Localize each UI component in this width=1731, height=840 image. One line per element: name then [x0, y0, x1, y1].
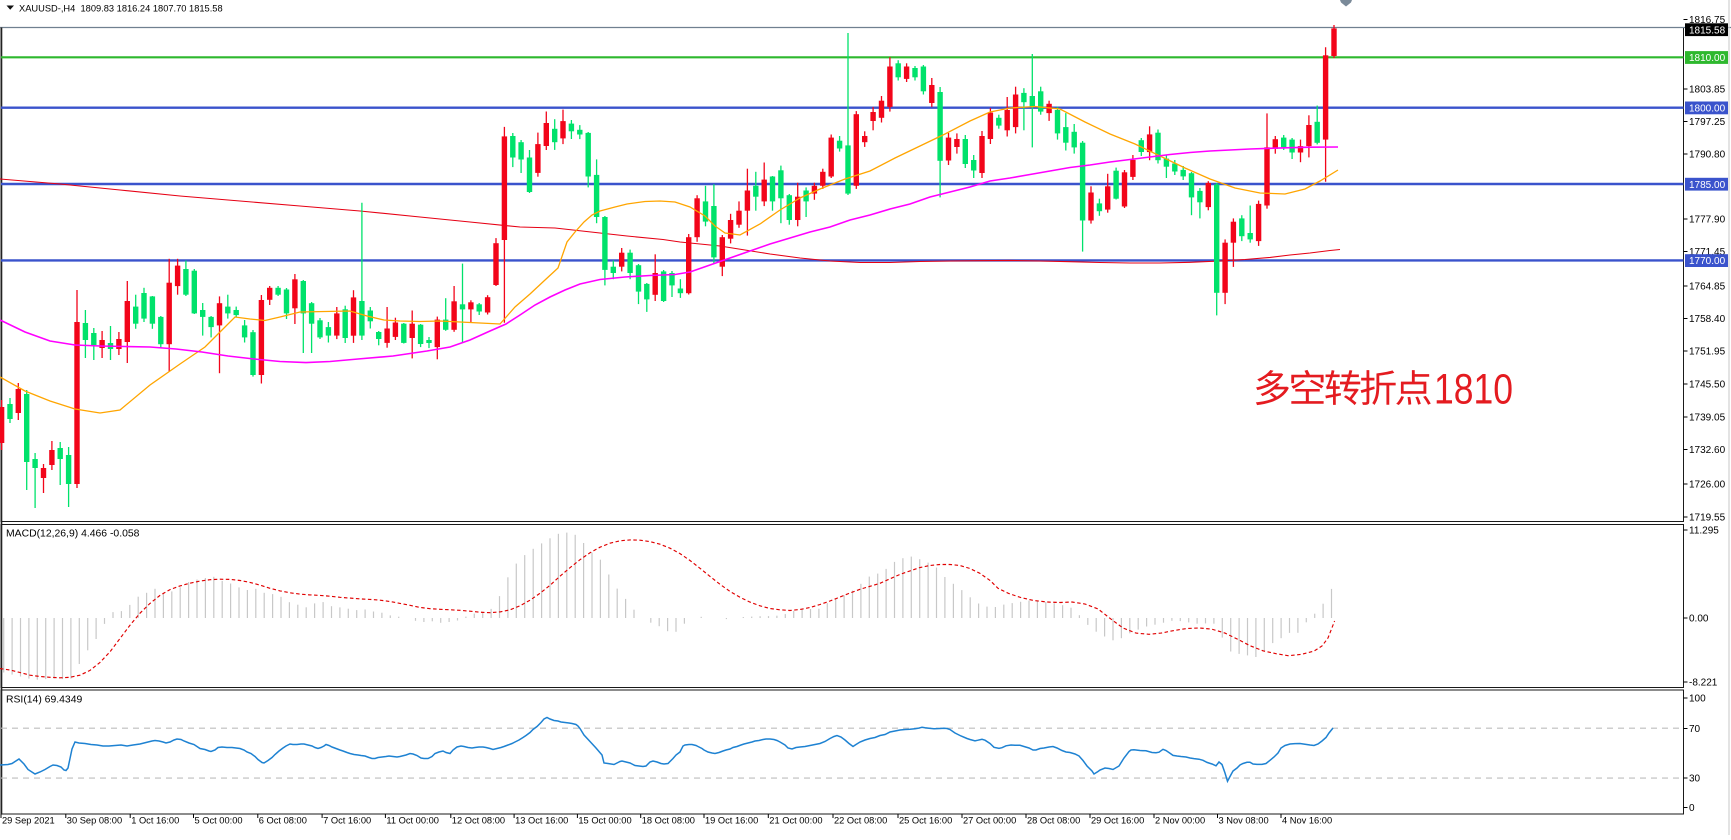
- svg-text:15 Oct 00:00: 15 Oct 00:00: [578, 816, 631, 826]
- svg-text:1803.85: 1803.85: [1689, 85, 1726, 96]
- svg-text:0.00: 0.00: [1689, 614, 1709, 625]
- svg-text:1745.50: 1745.50: [1689, 380, 1726, 391]
- svg-text:5 Oct 00:00: 5 Oct 00:00: [195, 816, 243, 826]
- svg-text:4 Nov 16:00: 4 Nov 16:00: [1282, 816, 1332, 826]
- svg-text:1732.60: 1732.60: [1689, 445, 1726, 456]
- svg-text:11 Oct 00:00: 11 Oct 00:00: [386, 816, 439, 826]
- svg-text:1810.00: 1810.00: [1689, 53, 1726, 64]
- svg-text:1797.25: 1797.25: [1689, 117, 1726, 128]
- svg-text:1739.05: 1739.05: [1689, 413, 1726, 424]
- svg-text:6 Oct 08:00: 6 Oct 08:00: [259, 816, 307, 826]
- svg-text:2 Nov 00:00: 2 Nov 00:00: [1155, 816, 1205, 826]
- svg-text:1 Oct 16:00: 1 Oct 16:00: [131, 816, 179, 826]
- svg-text:3 Nov 08:00: 3 Nov 08:00: [1219, 816, 1269, 826]
- svg-text:30 Sep 08:00: 30 Sep 08:00: [67, 816, 122, 826]
- svg-text:28 Oct 08:00: 28 Oct 08:00: [1027, 816, 1080, 826]
- svg-text:27 Oct 00:00: 27 Oct 00:00: [963, 816, 1016, 826]
- svg-text:1816.75: 1816.75: [1689, 15, 1726, 26]
- svg-text:30: 30: [1689, 774, 1701, 785]
- svg-text:7 Oct 16:00: 7 Oct 16:00: [323, 816, 371, 826]
- svg-text:21 Oct 00:00: 21 Oct 00:00: [769, 816, 822, 826]
- svg-text:12 Oct 08:00: 12 Oct 08:00: [452, 816, 505, 826]
- svg-text:19 Oct 16:00: 19 Oct 16:00: [705, 816, 758, 826]
- svg-text:RSI(14) 69.4349: RSI(14) 69.4349: [6, 695, 82, 706]
- svg-text:1815.58: 1815.58: [1689, 25, 1726, 36]
- svg-text:1790.80: 1790.80: [1689, 150, 1726, 161]
- svg-text:1771.45: 1771.45: [1689, 247, 1726, 258]
- svg-text:1770.00: 1770.00: [1689, 256, 1726, 267]
- svg-text:70: 70: [1689, 724, 1701, 735]
- svg-text:XAUUSD-,H4 1809.83 1816.24 18: XAUUSD-,H4 1809.83 1816.24 1807.70 1815.…: [19, 3, 223, 13]
- svg-text:1777.90: 1777.90: [1689, 215, 1726, 226]
- svg-text:MACD(12,26,9) 4.466 -0.058: MACD(12,26,9) 4.466 -0.058: [6, 529, 140, 540]
- svg-text:1719.55: 1719.55: [1689, 513, 1726, 524]
- svg-text:1751.95: 1751.95: [1689, 347, 1726, 358]
- svg-text:22 Oct 08:00: 22 Oct 08:00: [834, 816, 887, 826]
- svg-text:29 Oct 16:00: 29 Oct 16:00: [1091, 816, 1144, 826]
- svg-text:1810: 1810: [1434, 366, 1513, 414]
- svg-text:1785.00: 1785.00: [1689, 180, 1726, 191]
- svg-text:1764.85: 1764.85: [1689, 282, 1726, 293]
- svg-text:0: 0: [1689, 803, 1695, 814]
- svg-text:100: 100: [1689, 694, 1706, 705]
- svg-text:1800.00: 1800.00: [1689, 104, 1726, 115]
- svg-text:1726.00: 1726.00: [1689, 480, 1726, 491]
- svg-text:1758.40: 1758.40: [1689, 314, 1726, 325]
- svg-text:11.295: 11.295: [1689, 526, 1719, 537]
- svg-text:13 Oct 16:00: 13 Oct 16:00: [515, 816, 568, 826]
- svg-text:18 Oct 08:00: 18 Oct 08:00: [642, 816, 695, 826]
- svg-text:25 Oct 16:00: 25 Oct 16:00: [899, 816, 952, 826]
- svg-text:-8.221: -8.221: [1689, 678, 1718, 689]
- svg-text:29 Sep 2021: 29 Sep 2021: [2, 816, 55, 826]
